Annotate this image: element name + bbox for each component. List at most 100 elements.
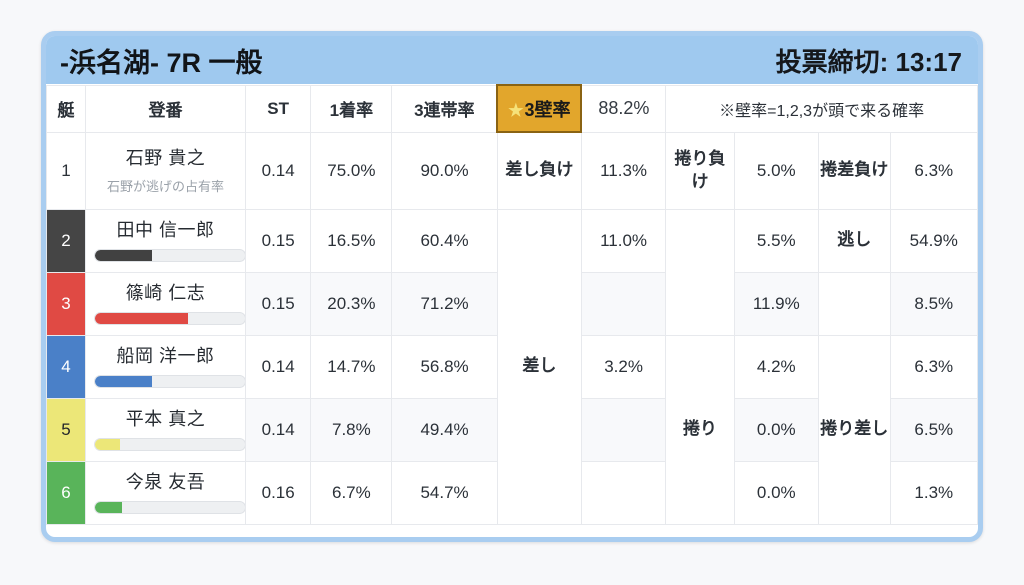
value-b: 0.0% bbox=[733, 460, 819, 525]
occupancy-bar-fill bbox=[94, 376, 152, 387]
value-c: 6.3% bbox=[889, 131, 978, 210]
value-c: 8.5% bbox=[889, 271, 978, 336]
label-makuri-make: 捲り負け bbox=[665, 131, 735, 210]
lane-number: 4 bbox=[61, 356, 71, 376]
label-sashi-make: 差し負け bbox=[496, 131, 582, 210]
st-value: 0.14 bbox=[245, 131, 312, 210]
value-c: 54.9% bbox=[889, 208, 978, 273]
lane-badge: 4 bbox=[46, 334, 86, 399]
value-a: 3.2% bbox=[580, 334, 667, 399]
label-nigashi: 逃し bbox=[817, 208, 891, 273]
race-card: -浜名湖- 7R 一般 投票締切: 13:17 艇 登番 bbox=[41, 31, 983, 542]
racer-cell[interactable]: 篠崎 仁志 bbox=[84, 271, 247, 336]
kabe-note: ※壁率=1,2,3が頭で来る確率 bbox=[665, 84, 978, 133]
occupancy-bar-fill bbox=[94, 439, 121, 450]
st-value: 0.16 bbox=[245, 460, 312, 525]
col-header-racer: 登番 bbox=[84, 84, 247, 133]
label-empty-makuri bbox=[665, 208, 735, 336]
lane-badge: 6 bbox=[46, 460, 86, 525]
racer-name: 石野 貴之 bbox=[125, 148, 206, 168]
racer-stats-table: 艇 登番 ST 1着率 3連帯率 ★3壁率 88.2% ※壁率=1,2,3が頭で… bbox=[46, 84, 978, 525]
page-title: -浜名湖- 7R 一般 bbox=[60, 47, 263, 78]
lane-badge: 2 bbox=[46, 208, 86, 273]
value-b: 5.0% bbox=[733, 131, 819, 210]
lane-number: 3 bbox=[61, 293, 71, 313]
trifecta-rate-value: 54.7% bbox=[391, 460, 498, 525]
win-rate-value: 14.7% bbox=[310, 334, 393, 399]
table-row[interactable]: 3 篠崎 仁志 0.15 20.3% 71.2% 11.9% 8.5% bbox=[46, 271, 978, 336]
card-header: -浜名湖- 7R 一般 投票締切: 13:17 bbox=[46, 36, 978, 84]
racer-cell[interactable]: 田中 信一郎 bbox=[84, 208, 247, 273]
occupancy-bar-fill bbox=[94, 313, 188, 324]
lane-badge: 3 bbox=[46, 271, 86, 336]
lane-number: 2 bbox=[61, 230, 71, 250]
trifecta-rate-value: 56.8% bbox=[391, 334, 498, 399]
st-value: 0.14 bbox=[245, 334, 312, 399]
label-makurisashi-make: 捲差負け bbox=[817, 131, 891, 210]
lane-badge-fill: 5 bbox=[47, 398, 85, 461]
occupancy-bar bbox=[93, 375, 246, 388]
col-header-kabe-label: 3壁率 bbox=[524, 99, 571, 120]
racer-name: 船岡 洋一郎 bbox=[116, 346, 215, 366]
win-rate-value: 7.8% bbox=[310, 397, 393, 462]
value-a bbox=[580, 460, 667, 525]
occupancy-bar bbox=[93, 501, 246, 514]
racer-cell[interactable]: 平本 真之 bbox=[84, 397, 247, 462]
lane-number: 6 bbox=[61, 482, 71, 502]
occupancy-bar bbox=[93, 312, 246, 325]
col-header-win-rate: 1着率 bbox=[310, 84, 393, 133]
value-c: 6.3% bbox=[889, 334, 978, 399]
table-row[interactable]: 2 田中 信一郎 0.15 16.5% 60.4% 差し 11.0% 5.5% … bbox=[46, 208, 978, 525]
table-row[interactable]: 1 石野 貴之 石野が逃げの占有率 0.14 75.0% 90.0% 差し負け … bbox=[46, 131, 978, 210]
table-body: 1 石野 貴之 石野が逃げの占有率 0.14 75.0% 90.0% 差し負け … bbox=[46, 131, 978, 525]
win-rate-value: 75.0% bbox=[310, 131, 393, 210]
value-b: 5.5% bbox=[733, 208, 819, 273]
kabe-rate-value: 88.2% bbox=[580, 84, 667, 133]
label-sashi-merged: 差し bbox=[496, 208, 582, 525]
occupancy-bar-fill bbox=[94, 502, 122, 513]
value-b: 11.9% bbox=[733, 271, 819, 336]
lane-badge-fill: 2 bbox=[47, 209, 85, 272]
table-header-row: 艇 登番 ST 1着率 3連帯率 ★3壁率 88.2% ※壁率=1,2,3が頭で… bbox=[46, 84, 978, 133]
lane-badge-fill: 4 bbox=[47, 335, 85, 398]
racer-name: 田中 信一郎 bbox=[116, 220, 215, 240]
col-header-st: ST bbox=[245, 84, 312, 133]
lane-badge-fill: 3 bbox=[47, 272, 85, 335]
racer-subtext: 石野が逃げの占有率 bbox=[106, 179, 224, 194]
trifecta-rate-value: 90.0% bbox=[391, 131, 498, 210]
col-header-kabe-rate[interactable]: ★3壁率 bbox=[496, 84, 583, 133]
label-makuri-merged: 捲り bbox=[665, 334, 735, 525]
lane-badge: 5 bbox=[46, 397, 86, 462]
lane-number: 5 bbox=[61, 419, 71, 439]
racer-name: 平本 真之 bbox=[125, 409, 206, 429]
st-value: 0.15 bbox=[245, 271, 312, 336]
trifecta-rate-value: 49.4% bbox=[391, 397, 498, 462]
win-rate-value: 16.5% bbox=[310, 208, 393, 273]
col-header-lane: 艇 bbox=[46, 84, 86, 133]
lane-badge-fill: 6 bbox=[47, 461, 85, 524]
win-rate-value: 20.3% bbox=[310, 271, 393, 336]
table-row[interactable]: 6 今泉 友吾 0.16 6.7% 54.7% 0.0% 1.3% bbox=[46, 460, 978, 525]
occupancy-bar bbox=[93, 438, 246, 451]
col-header-trifecta-rate: 3連帯率 bbox=[391, 84, 498, 133]
st-value: 0.15 bbox=[245, 208, 312, 273]
racer-cell[interactable]: 今泉 友吾 bbox=[84, 460, 247, 525]
value-b: 0.0% bbox=[733, 397, 819, 462]
racer-cell[interactable]: 石野 貴之 石野が逃げの占有率 bbox=[84, 131, 247, 210]
occupancy-bar-fill bbox=[94, 250, 152, 261]
vote-deadline: 投票締切: 13:17 bbox=[775, 46, 962, 77]
table-row[interactable]: 4 船岡 洋一郎 0.14 14.7% 56.8% 3.2% 捲り 4.2% 捲… bbox=[46, 334, 978, 525]
trifecta-rate-value: 60.4% bbox=[391, 208, 498, 273]
label-makurisashi-merged: 捲り差し bbox=[817, 334, 891, 525]
table-row[interactable]: 5 平本 真之 0.14 7.8% 49.4% 0.0% 6.5% bbox=[46, 397, 978, 462]
lane-badge: 1 bbox=[46, 131, 86, 210]
occupancy-bar bbox=[93, 249, 246, 262]
racer-name: 今泉 友吾 bbox=[125, 472, 206, 492]
racer-cell[interactable]: 船岡 洋一郎 bbox=[84, 334, 247, 399]
value-a bbox=[580, 397, 667, 462]
racer-name: 篠崎 仁志 bbox=[125, 283, 206, 303]
lane-badge-fill: 1 bbox=[47, 133, 85, 209]
value-c: 1.3% bbox=[889, 460, 978, 525]
value-a: 11.3% bbox=[580, 131, 667, 210]
